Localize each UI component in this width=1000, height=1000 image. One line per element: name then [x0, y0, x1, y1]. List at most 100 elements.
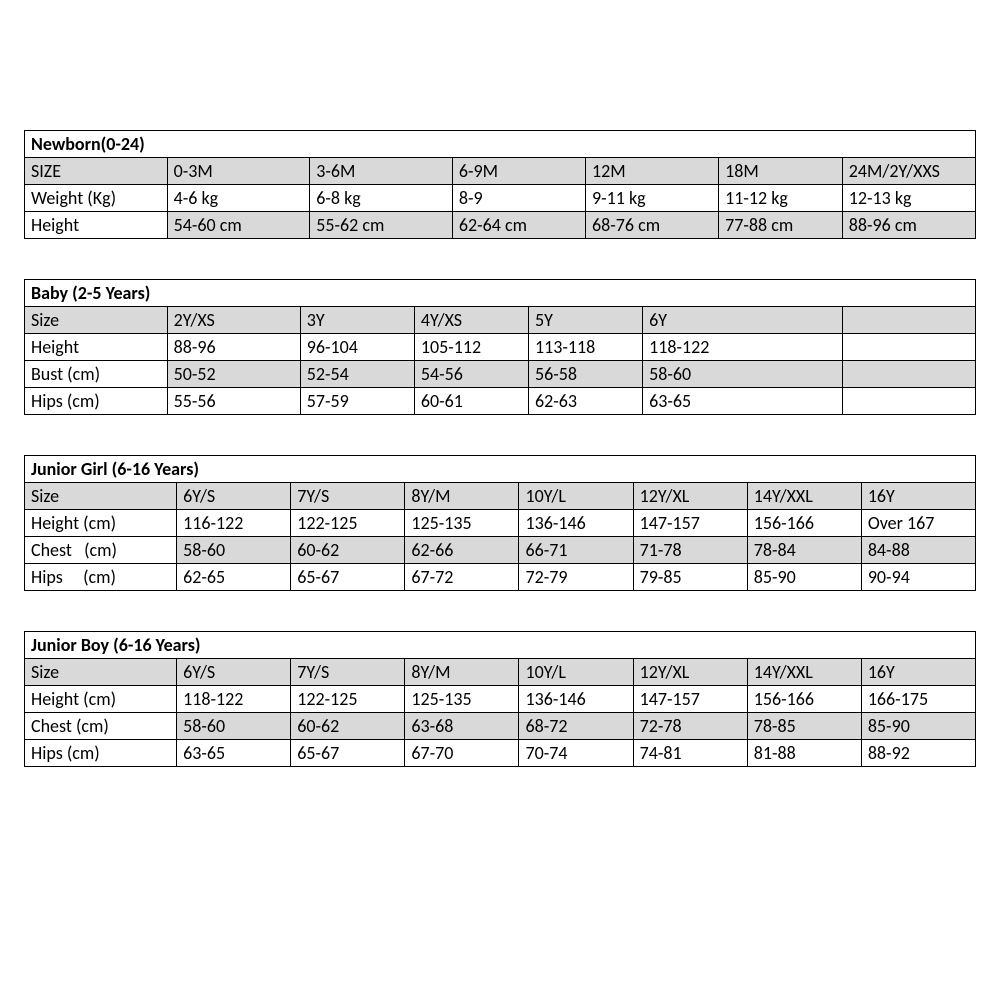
cell: 5Y: [528, 307, 642, 334]
table-row: Height (cm)116-122122-125125-135136-1461…: [25, 510, 976, 537]
cell: 60-62: [291, 713, 405, 740]
cell: 58-60: [177, 537, 291, 564]
table-row: Chest (cm)58-6060-6262-6666-7171-7878-84…: [25, 537, 976, 564]
cell: 147-157: [633, 686, 747, 713]
cell: 156-166: [747, 510, 861, 537]
cell: 88-96 cm: [842, 212, 975, 239]
cell: 88-96: [167, 334, 300, 361]
cell: 58-60: [643, 361, 843, 388]
cell: 12Y/XL: [633, 483, 747, 510]
cell: 12Y/XL: [633, 659, 747, 686]
cell: 125-135: [405, 510, 519, 537]
table-title: Junior Boy (6-16 Years): [25, 632, 976, 659]
cell: 78-84: [747, 537, 861, 564]
row-label: Hips (cm): [25, 564, 177, 591]
cell: 10Y/L: [519, 483, 633, 510]
cell: 63-65: [177, 740, 291, 767]
cell: 18M: [719, 158, 843, 185]
cell: 7Y/S: [291, 659, 405, 686]
table-row: Weight (Kg)4-6 kg6-8 kg8-99-11 kg11-12 k…: [25, 185, 976, 212]
cell: 60-62: [291, 537, 405, 564]
table-row: Chest (cm)58-6060-6263-6868-7272-7878-85…: [25, 713, 976, 740]
table-title: Baby (2-5 Years): [25, 280, 976, 307]
cell: [842, 388, 975, 415]
cell: 2Y/XS: [167, 307, 300, 334]
cell: 96-104: [300, 334, 414, 361]
cell: 55-62 cm: [310, 212, 453, 239]
cell: 79-85: [633, 564, 747, 591]
cell: 105-112: [414, 334, 528, 361]
cell: 54-60 cm: [167, 212, 310, 239]
cell: 12-13 kg: [842, 185, 975, 212]
cell: 62-64 cm: [452, 212, 585, 239]
cell: 72-78: [633, 713, 747, 740]
row-label: Height: [25, 334, 168, 361]
cell: 10Y/L: [519, 659, 633, 686]
cell: 16Y: [861, 483, 975, 510]
table-row: Bust (cm)50-5252-5454-5656-5858-60: [25, 361, 976, 388]
cell: 0-3M: [167, 158, 310, 185]
cell: 7Y/S: [291, 483, 405, 510]
size-table-1: Baby (2-5 Years)Size2Y/XS3Y4Y/XS5Y6YHeig…: [24, 279, 976, 415]
cell: 67-70: [405, 740, 519, 767]
table-row: Height (cm)118-122122-125125-135136-1461…: [25, 686, 976, 713]
row-label: Size: [25, 307, 168, 334]
cell: 24M/2Y/XXS: [842, 158, 975, 185]
cell: 113-118: [528, 334, 642, 361]
row-label: Size: [25, 483, 177, 510]
cell: 9-11 kg: [586, 185, 719, 212]
cell: 156-166: [747, 686, 861, 713]
table-row: Hips (cm)55-5657-5960-6162-6363-65: [25, 388, 976, 415]
table-row: Hips (cm)62-6565-6767-7272-7979-8585-909…: [25, 564, 976, 591]
row-label: Height: [25, 212, 168, 239]
table-title: Junior Girl (6-16 Years): [25, 456, 976, 483]
row-label: Hips (cm): [25, 388, 168, 415]
row-label: Chest (cm): [25, 537, 177, 564]
cell: 74-81: [633, 740, 747, 767]
cell: 116-122: [177, 510, 291, 537]
cell: 65-67: [291, 740, 405, 767]
cell: 6Y/S: [177, 483, 291, 510]
cell: 16Y: [861, 659, 975, 686]
cell: 63-68: [405, 713, 519, 740]
cell: 12M: [586, 158, 719, 185]
table-row: Height54-60 cm55-62 cm62-64 cm68-76 cm77…: [25, 212, 976, 239]
table-row: Size2Y/XS3Y4Y/XS5Y6Y: [25, 307, 976, 334]
table-row: SIZE0-3M3-6M6-9M12M18M24M/2Y/XXS: [25, 158, 976, 185]
size-chart-page: Newborn(0-24)SIZE0-3M3-6M6-9M12M18M24M/2…: [0, 0, 1000, 767]
cell: 136-146: [519, 686, 633, 713]
size-table-0: Newborn(0-24)SIZE0-3M3-6M6-9M12M18M24M/2…: [24, 130, 976, 239]
cell: 85-90: [747, 564, 861, 591]
cell: 85-90: [861, 713, 975, 740]
row-label: Hips (cm): [25, 740, 177, 767]
cell: 4Y/XS: [414, 307, 528, 334]
cell: 8Y/M: [405, 659, 519, 686]
cell: 84-88: [861, 537, 975, 564]
cell: 60-61: [414, 388, 528, 415]
cell: 62-66: [405, 537, 519, 564]
cell: 147-157: [633, 510, 747, 537]
cell: 6-9M: [452, 158, 585, 185]
cell: 72-79: [519, 564, 633, 591]
table-row: Hips (cm)63-6565-6767-7070-7474-8181-888…: [25, 740, 976, 767]
cell: 62-63: [528, 388, 642, 415]
cell: 58-60: [177, 713, 291, 740]
cell: 78-85: [747, 713, 861, 740]
cell: 14Y/XXL: [747, 659, 861, 686]
row-label: Bust (cm): [25, 361, 168, 388]
cell: 122-125: [291, 686, 405, 713]
cell: 81-88: [747, 740, 861, 767]
cell: 90-94: [861, 564, 975, 591]
cell: 136-146: [519, 510, 633, 537]
cell: 118-122: [177, 686, 291, 713]
cell: 3Y: [300, 307, 414, 334]
cell: 118-122: [643, 334, 843, 361]
row-label: SIZE: [25, 158, 168, 185]
cell: 57-59: [300, 388, 414, 415]
row-label: Height (cm): [25, 510, 177, 537]
cell: 6-8 kg: [310, 185, 453, 212]
table-row: Height88-9696-104105-112113-118118-122: [25, 334, 976, 361]
cell: [842, 307, 975, 334]
cell: 68-76 cm: [586, 212, 719, 239]
cell: 8-9: [452, 185, 585, 212]
